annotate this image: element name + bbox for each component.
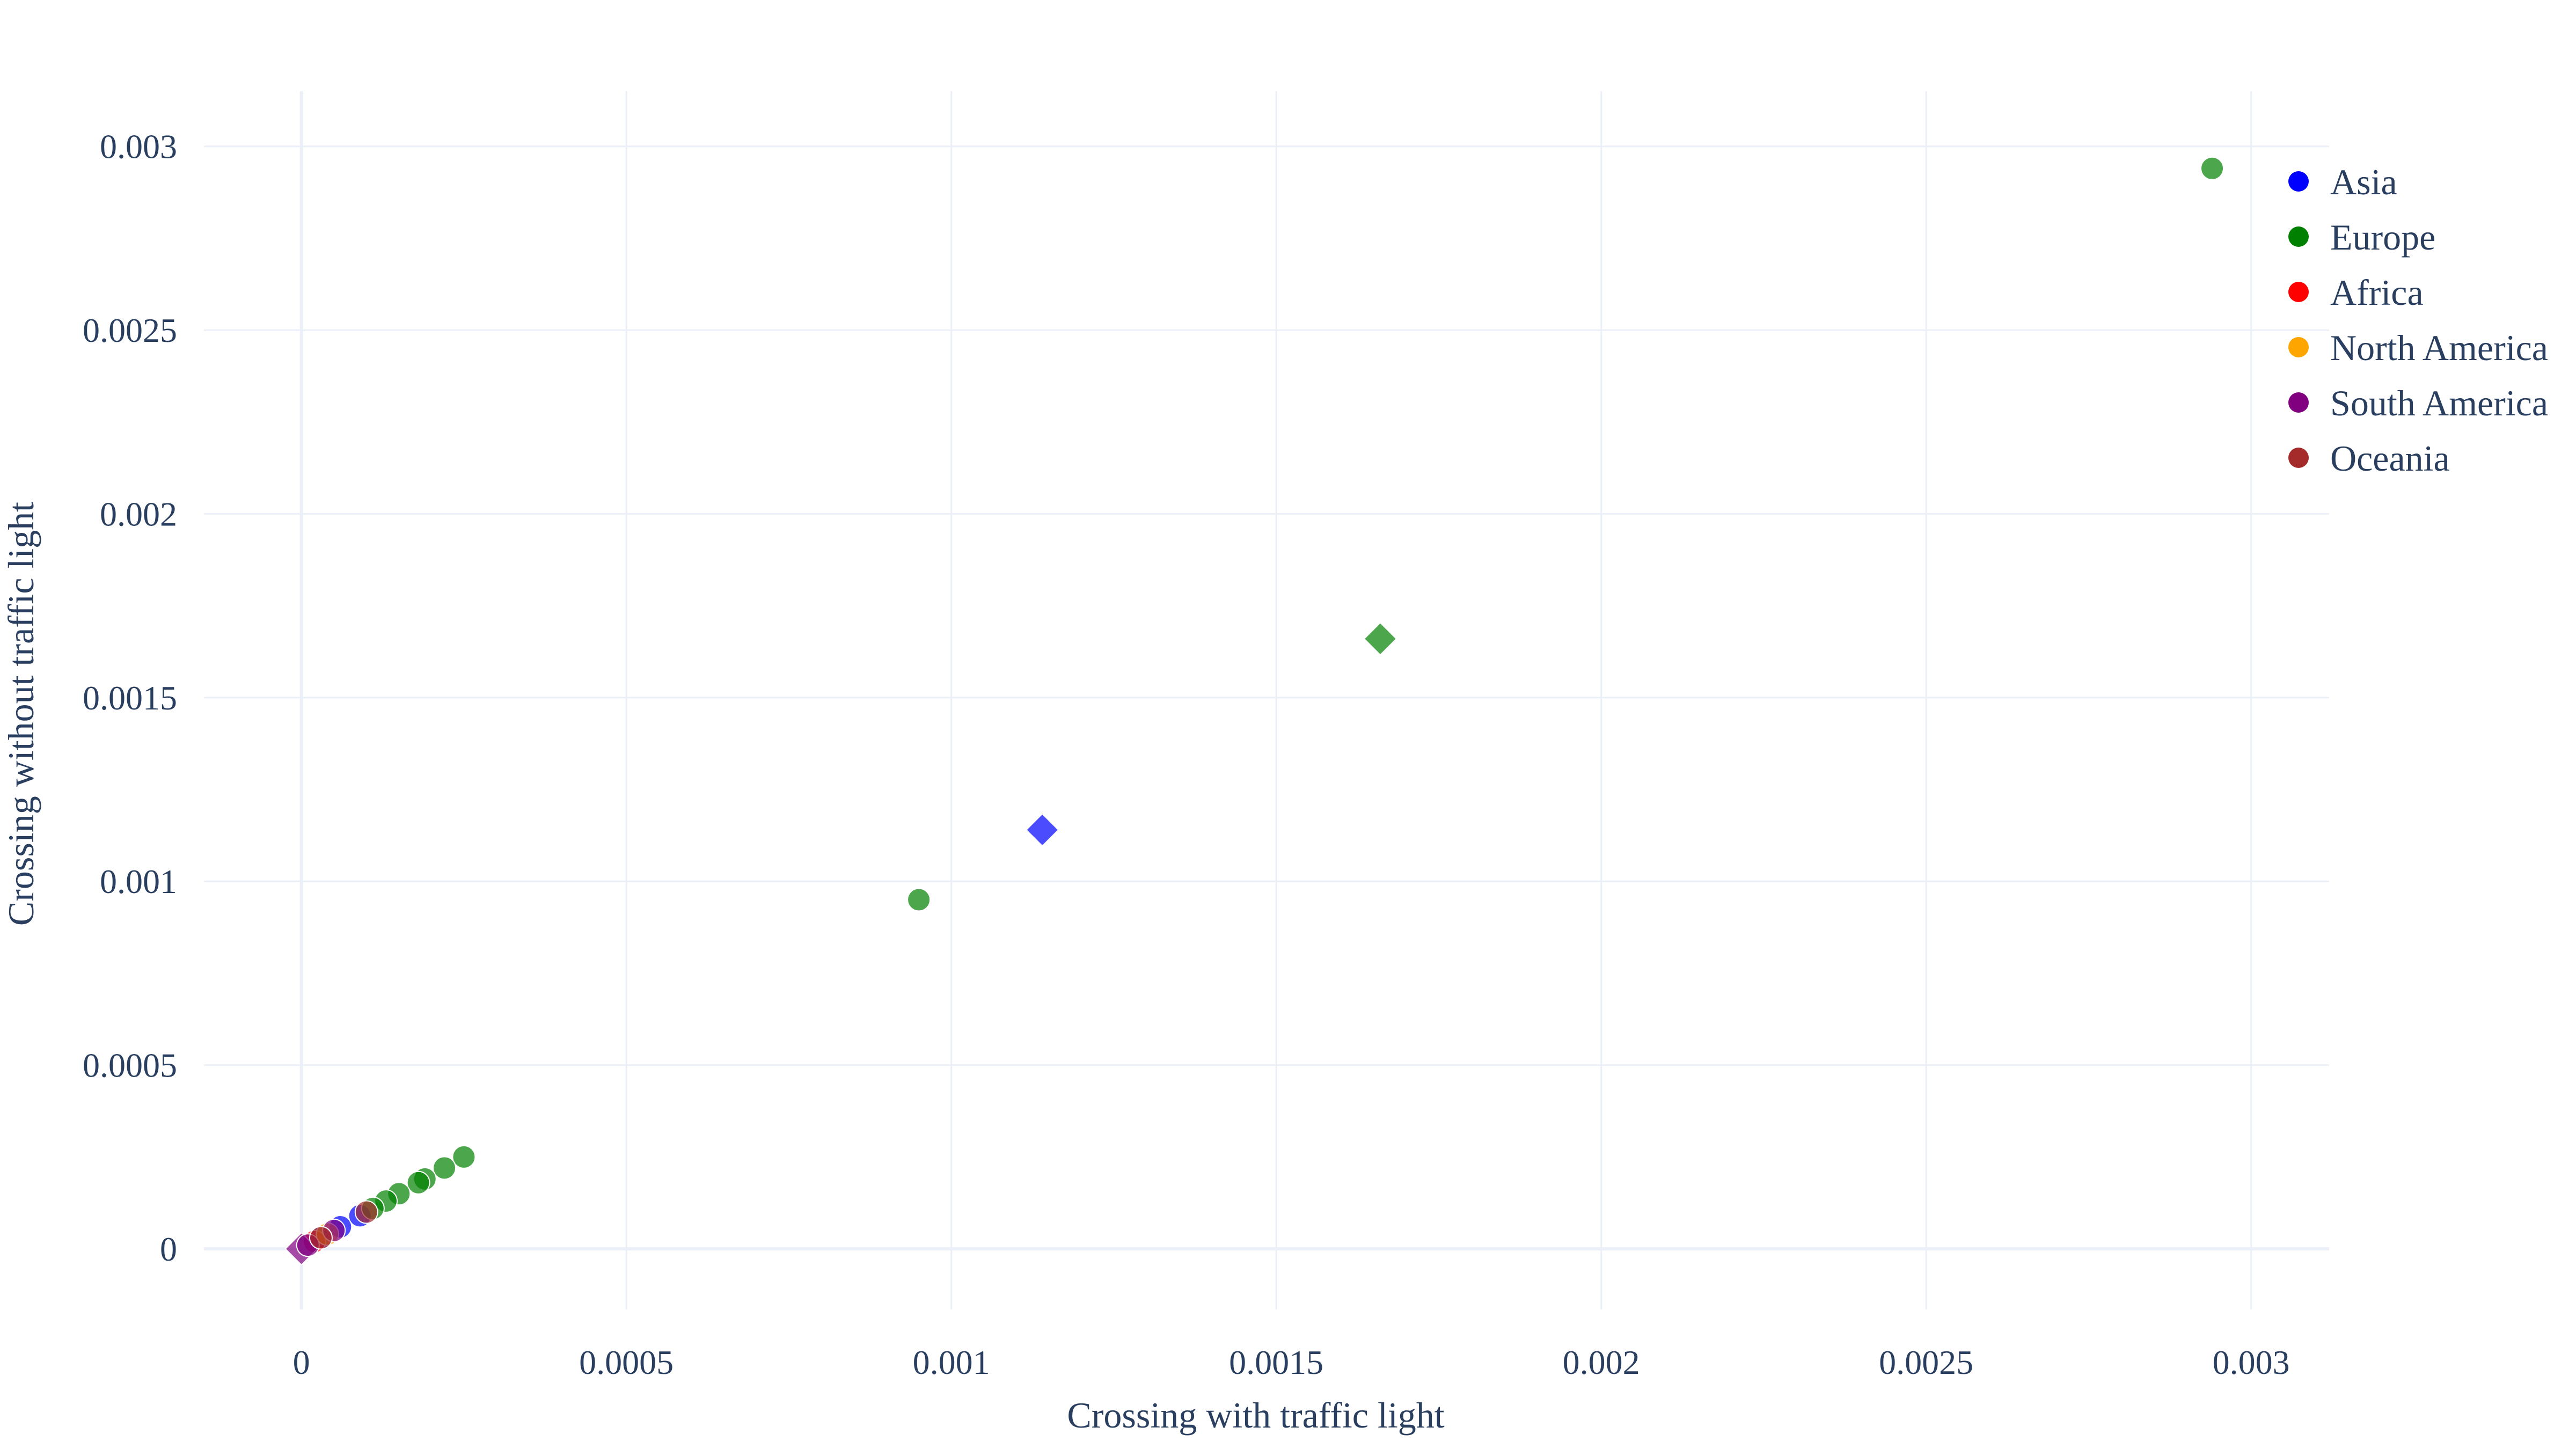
y-tick-label: 0.0005: [83, 1046, 177, 1085]
data-point-europe: [406, 1170, 430, 1195]
x-axis-title: Crossing with traffic light: [1067, 1395, 1444, 1436]
x-tick-label: 0.001: [913, 1343, 990, 1381]
y-axis-ticks: 0 0.0005 0.001 0.0015 0.002 0.0025 0.003: [83, 128, 177, 1268]
legend: Asia Europe Africa North America South Ameri…: [2288, 162, 2548, 479]
legend-item-africa[interactable]: Africa: [2288, 272, 2424, 313]
y-tick-label: 0.002: [100, 495, 177, 533]
x-tick-label: 0.0025: [1879, 1343, 1973, 1381]
legend-label: Asia: [2330, 162, 2397, 202]
legend-item-north-america[interactable]: North America: [2288, 327, 2548, 368]
y-tick-label: 0.0015: [83, 679, 177, 717]
legend-label: Europe: [2330, 217, 2435, 258]
x-tick-label: 0.002: [1563, 1343, 1640, 1381]
legend-marker: [2288, 171, 2309, 192]
gridlines: [204, 91, 2329, 1309]
y-axis-title: Crossing without traffic light: [1, 502, 41, 926]
legend-label: South America: [2330, 383, 2548, 423]
x-tick-label: 0.003: [2213, 1343, 2290, 1381]
legend-label: North America: [2330, 327, 2548, 368]
x-tick-label: 0: [293, 1343, 310, 1381]
data-point-oceania: [354, 1200, 378, 1224]
data-point-asia: [1025, 813, 1059, 847]
data-point-europe: [1363, 621, 1397, 656]
data-point-europe: [2200, 156, 2224, 180]
legend-item-south-america[interactable]: South America: [2288, 383, 2548, 423]
y-tick-label: 0.001: [100, 862, 177, 901]
legend-marker: [2288, 226, 2309, 247]
legend-marker: [2288, 448, 2309, 468]
legend-item-asia[interactable]: Asia: [2288, 162, 2397, 202]
x-tick-label: 0.0005: [579, 1343, 674, 1381]
legend-marker: [2288, 392, 2309, 413]
legend-label: Africa: [2330, 272, 2424, 313]
data-point-oceania: [309, 1226, 333, 1250]
data-points: [284, 156, 2224, 1266]
legend-item-europe[interactable]: Europe: [2288, 217, 2435, 258]
data-point-europe: [907, 888, 931, 912]
legend-item-oceania[interactable]: Oceania: [2288, 438, 2450, 479]
data-point-europe: [452, 1145, 476, 1169]
y-tick-label: 0.003: [100, 128, 177, 166]
data-point-europe: [433, 1156, 457, 1180]
legend-marker: [2288, 337, 2309, 357]
y-tick-label: 0.0025: [83, 311, 177, 349]
y-tick-label: 0: [160, 1230, 177, 1268]
legend-label: Oceania: [2330, 438, 2450, 479]
legend-marker: [2288, 282, 2309, 302]
x-axis-ticks: 0 0.0005 0.001 0.0015 0.002 0.0025 0.003: [293, 1343, 2290, 1381]
x-tick-label: 0.0015: [1229, 1343, 1323, 1381]
